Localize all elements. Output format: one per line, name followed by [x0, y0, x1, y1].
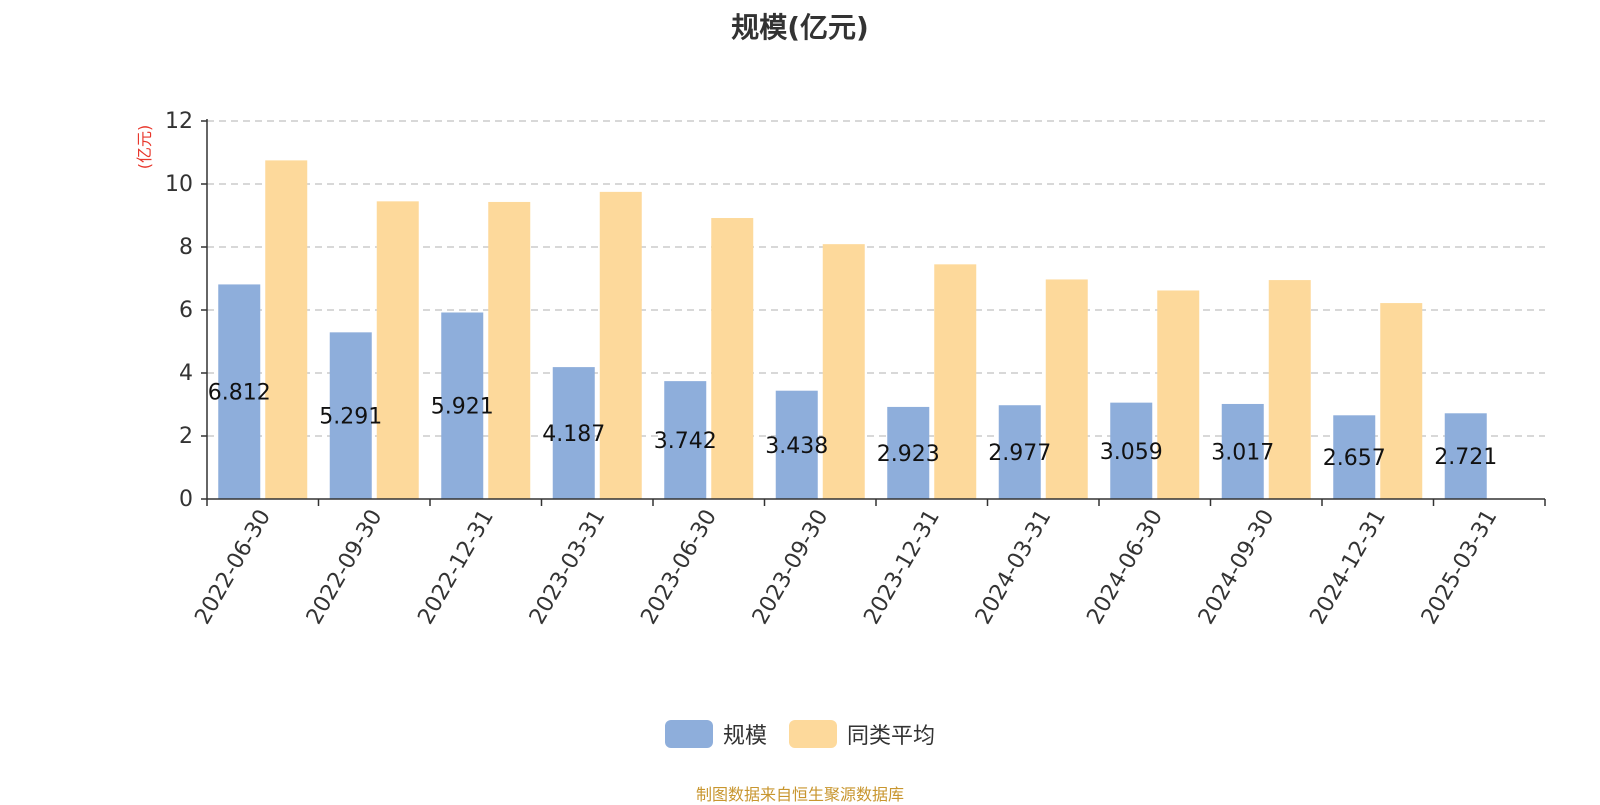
bar-scale	[1333, 415, 1376, 499]
x-tick-label: 2022-09-30	[302, 506, 388, 629]
bar-peer-average	[488, 201, 531, 499]
bars	[218, 160, 1487, 499]
bar-scale	[664, 381, 707, 499]
chart-title: 规模(亿元)	[731, 11, 869, 44]
bar-scale	[329, 332, 372, 499]
x-tick-label: 2022-12-31	[413, 506, 499, 629]
bar-scale	[998, 405, 1041, 499]
bar-scale	[552, 367, 595, 499]
x-tick-label: 2022-06-30	[190, 506, 276, 629]
x-tick-label: 2025-03-31	[1417, 506, 1503, 629]
bar-scale	[887, 406, 930, 499]
bar-scale	[1110, 402, 1153, 499]
legend-label-peer-average: 同类平均	[847, 724, 936, 749]
source-note: 制图数据来自恒生聚源数据库	[695, 785, 904, 804]
bar-peer-average	[822, 244, 865, 499]
y-tick-label: 0	[179, 487, 193, 512]
bar-scale	[775, 390, 818, 499]
y-axis-label: (亿元)	[135, 125, 154, 170]
y-tick-label: 8	[179, 235, 193, 260]
data-label-scale: 3.059	[1100, 440, 1163, 465]
x-tick-label: 2023-12-31	[859, 506, 945, 629]
x-tick-label: 2024-09-30	[1194, 506, 1280, 629]
x-tick-label: 2024-03-31	[971, 506, 1057, 629]
data-label-scale: 3.742	[654, 429, 717, 454]
legend-item-peer-average[interactable]: 同类平均	[789, 718, 935, 750]
x-tick-label: 2024-06-30	[1082, 506, 1168, 629]
bar-scale	[1444, 413, 1487, 499]
bar-peer-average	[711, 218, 754, 499]
bar-peer-average	[1045, 279, 1088, 499]
bar-peer-average	[599, 191, 642, 499]
x-tick-label: 2023-03-31	[525, 506, 611, 629]
y-tick-label: 12	[165, 109, 193, 134]
bar-scale	[1221, 403, 1264, 499]
data-label-scale: 3.017	[1211, 440, 1274, 465]
data-label-scale: 4.187	[542, 422, 605, 447]
legend-label-scale: 规模	[722, 724, 767, 749]
y-tick-label: 4	[179, 361, 193, 386]
bar-scale	[441, 312, 484, 499]
bar-peer-average	[1157, 290, 1200, 499]
data-label-scale: 2.657	[1323, 446, 1386, 471]
x-tick-label: 2023-06-30	[636, 506, 722, 629]
legend: 规模 同类平均	[0, 718, 1600, 750]
legend-swatch-peer-average	[789, 720, 837, 748]
x-tick-label: 2024-12-31	[1305, 506, 1391, 629]
data-labels: 6.812 5.291 5.921 4.187 3.742 3.438 2.923 2.977…	[208, 381, 1497, 471]
x-tick-label: 2023-09-30	[748, 506, 834, 629]
data-label-scale: 5.921	[431, 395, 494, 420]
data-label-scale: 3.438	[765, 434, 828, 459]
data-label-scale: 5.291	[319, 405, 382, 430]
bar-peer-average	[376, 201, 419, 499]
y-tick-label: 6	[179, 298, 193, 323]
grid-lines	[207, 120, 1545, 437]
bar-peer-average	[1268, 280, 1311, 499]
data-label-scale: 6.812	[208, 381, 271, 406]
bar-peer-average	[265, 160, 308, 499]
data-label-scale: 2.923	[877, 442, 940, 467]
y-tick-label: 2	[179, 424, 193, 449]
bar-peer-average	[934, 264, 977, 499]
data-label-scale: 2.721	[1434, 445, 1497, 470]
bar-peer-average	[1380, 303, 1423, 499]
legend-swatch-scale	[664, 720, 713, 748]
data-label-scale: 2.977	[988, 441, 1051, 466]
legend-item-scale[interactable]: 规模	[664, 718, 767, 750]
y-tick-label: 10	[165, 172, 193, 197]
bar-scale	[218, 284, 261, 499]
